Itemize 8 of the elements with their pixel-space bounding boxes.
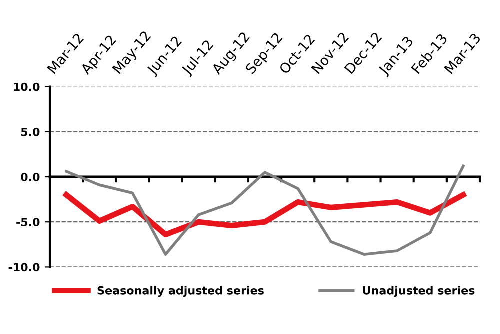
y-tick-label: 5.0 (21, 128, 40, 136)
y-tick-label: 10.0 (14, 82, 40, 92)
y-tick-label: -5.0 (16, 218, 40, 226)
y-tick-label: 0.0 (21, 172, 40, 182)
legend-label: Unadjusted series (363, 286, 475, 298)
y-tick-label: -10.0 (8, 263, 40, 272)
legend-label: Seasonally adjusted series (98, 286, 264, 298)
line-series (65, 164, 465, 256)
